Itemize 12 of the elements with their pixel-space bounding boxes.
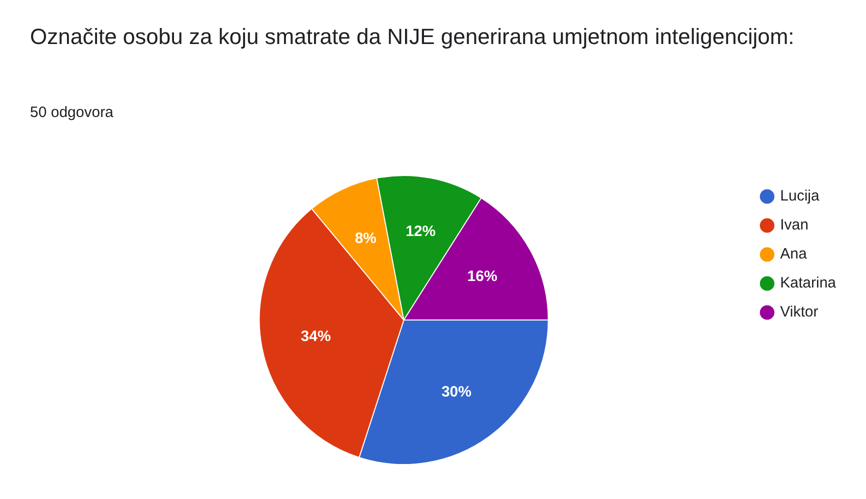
legend-label: Ana xyxy=(780,246,808,263)
data-label: 16% xyxy=(467,268,498,285)
data-label: 30% xyxy=(441,384,472,401)
data-label: 8% xyxy=(354,230,377,248)
legend-label: Katarina xyxy=(780,274,837,292)
legend-label: Ivan xyxy=(780,216,808,234)
text: 50 odgovora xyxy=(30,104,114,121)
data-label: 34% xyxy=(300,328,331,345)
legend-label: Viktor xyxy=(780,304,818,321)
chart-title: Označite osobu za koju smatrate da NIJE generirana umjetnom inteligencijom: xyxy=(30,23,796,51)
data-label: 12% xyxy=(406,223,436,240)
legend-label: Lucija xyxy=(780,188,820,205)
